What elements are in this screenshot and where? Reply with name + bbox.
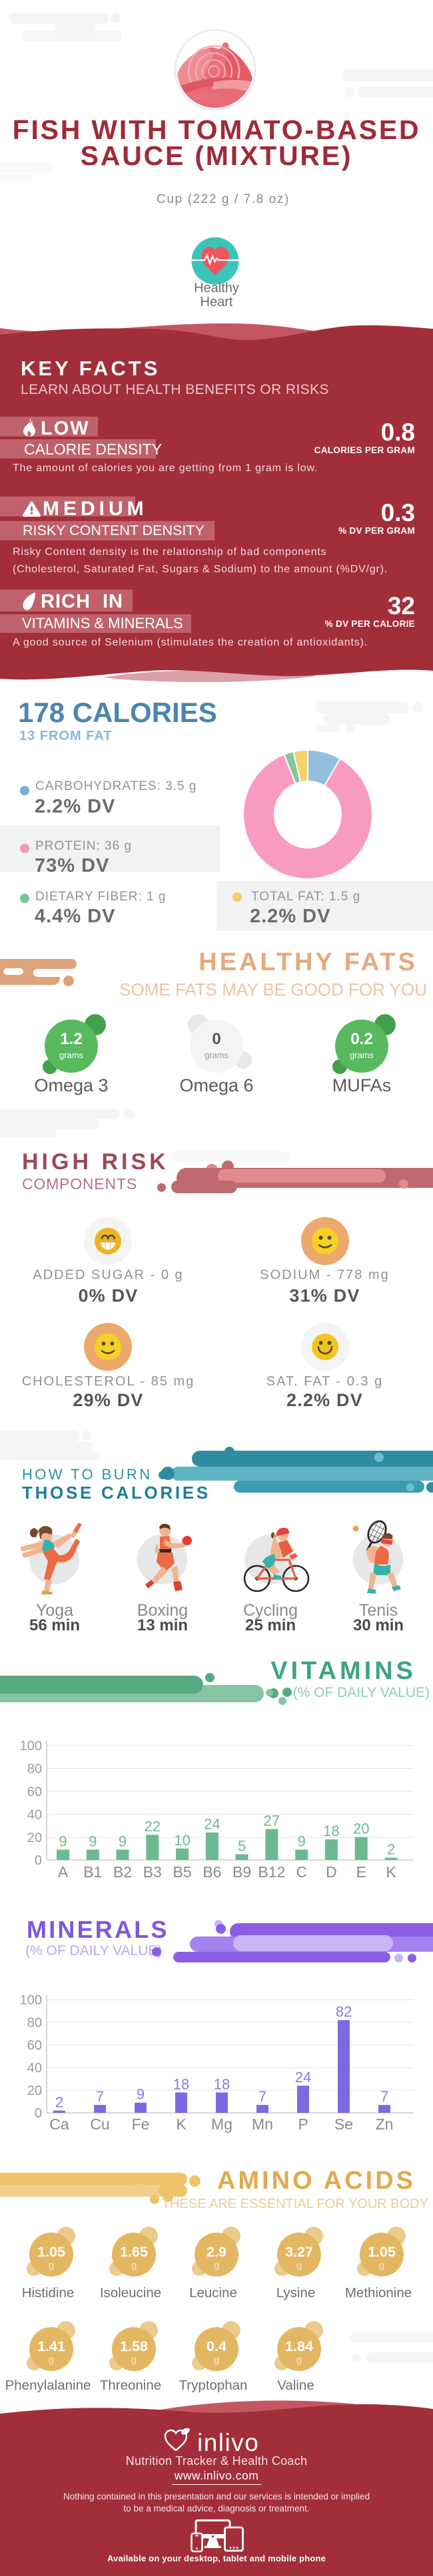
svg-text:18: 18 — [214, 2076, 230, 2092]
svg-text:100: 100 — [20, 1739, 42, 1753]
svg-text:B1: B1 — [83, 1863, 102, 1881]
svg-text:Mg: Mg — [211, 2116, 232, 2133]
svg-text:Fe: Fe — [132, 2116, 150, 2133]
svg-text:60: 60 — [27, 1785, 42, 1799]
svg-text:A: A — [58, 1863, 69, 1881]
svg-text:7: 7 — [258, 2088, 266, 2105]
svg-text:B12: B12 — [258, 1863, 285, 1881]
svg-text:100: 100 — [20, 1993, 42, 2008]
svg-text:B3: B3 — [143, 1863, 162, 1881]
svg-text:D: D — [326, 1863, 337, 1881]
svg-text:9: 9 — [89, 1833, 97, 1850]
svg-text:18: 18 — [323, 1823, 339, 1839]
svg-text:20: 20 — [27, 2084, 42, 2098]
svg-text:40: 40 — [27, 1808, 42, 1823]
svg-text:82: 82 — [336, 2004, 352, 2020]
svg-text:20: 20 — [27, 1831, 42, 1845]
svg-text:40: 40 — [27, 2061, 42, 2076]
svg-text:Zn: Zn — [376, 2116, 394, 2133]
svg-text:9: 9 — [137, 2086, 145, 2103]
svg-text:B2: B2 — [113, 1863, 132, 1881]
svg-text:K: K — [386, 1863, 396, 1881]
svg-text:Mn: Mn — [252, 2116, 273, 2133]
svg-text:Se: Se — [334, 2116, 353, 2133]
svg-text:5: 5 — [238, 1837, 246, 1854]
svg-text:C: C — [296, 1863, 307, 1881]
svg-text:80: 80 — [27, 1762, 42, 1777]
svg-text:9: 9 — [298, 1833, 306, 1850]
svg-text:60: 60 — [27, 2038, 42, 2053]
svg-text:20: 20 — [353, 1821, 369, 1837]
svg-text:Cu: Cu — [90, 2116, 109, 2133]
svg-text:B9: B9 — [232, 1863, 251, 1881]
svg-text:80: 80 — [27, 2016, 42, 2030]
svg-text:22: 22 — [145, 1818, 161, 1835]
svg-text:B5: B5 — [173, 1863, 192, 1881]
svg-text:24: 24 — [204, 1816, 220, 1833]
svg-text:10: 10 — [174, 1832, 190, 1849]
svg-text:27: 27 — [264, 1813, 280, 1829]
svg-text:B6: B6 — [203, 1863, 221, 1881]
svg-text:0: 0 — [35, 2106, 42, 2121]
svg-text:7: 7 — [380, 2088, 388, 2105]
svg-text:2: 2 — [387, 1841, 395, 1858]
svg-text:K: K — [176, 2116, 187, 2133]
svg-text:9: 9 — [59, 1833, 67, 1850]
svg-text:P: P — [298, 2116, 308, 2133]
svg-text:2: 2 — [55, 2094, 63, 2111]
svg-text:Ca: Ca — [49, 2116, 69, 2133]
svg-text:7: 7 — [96, 2088, 104, 2105]
svg-text:9: 9 — [119, 1833, 127, 1850]
svg-text:0: 0 — [35, 1853, 42, 1868]
svg-text:24: 24 — [295, 2069, 311, 2086]
svg-text:18: 18 — [173, 2076, 189, 2092]
svg-text:E: E — [356, 1863, 366, 1881]
